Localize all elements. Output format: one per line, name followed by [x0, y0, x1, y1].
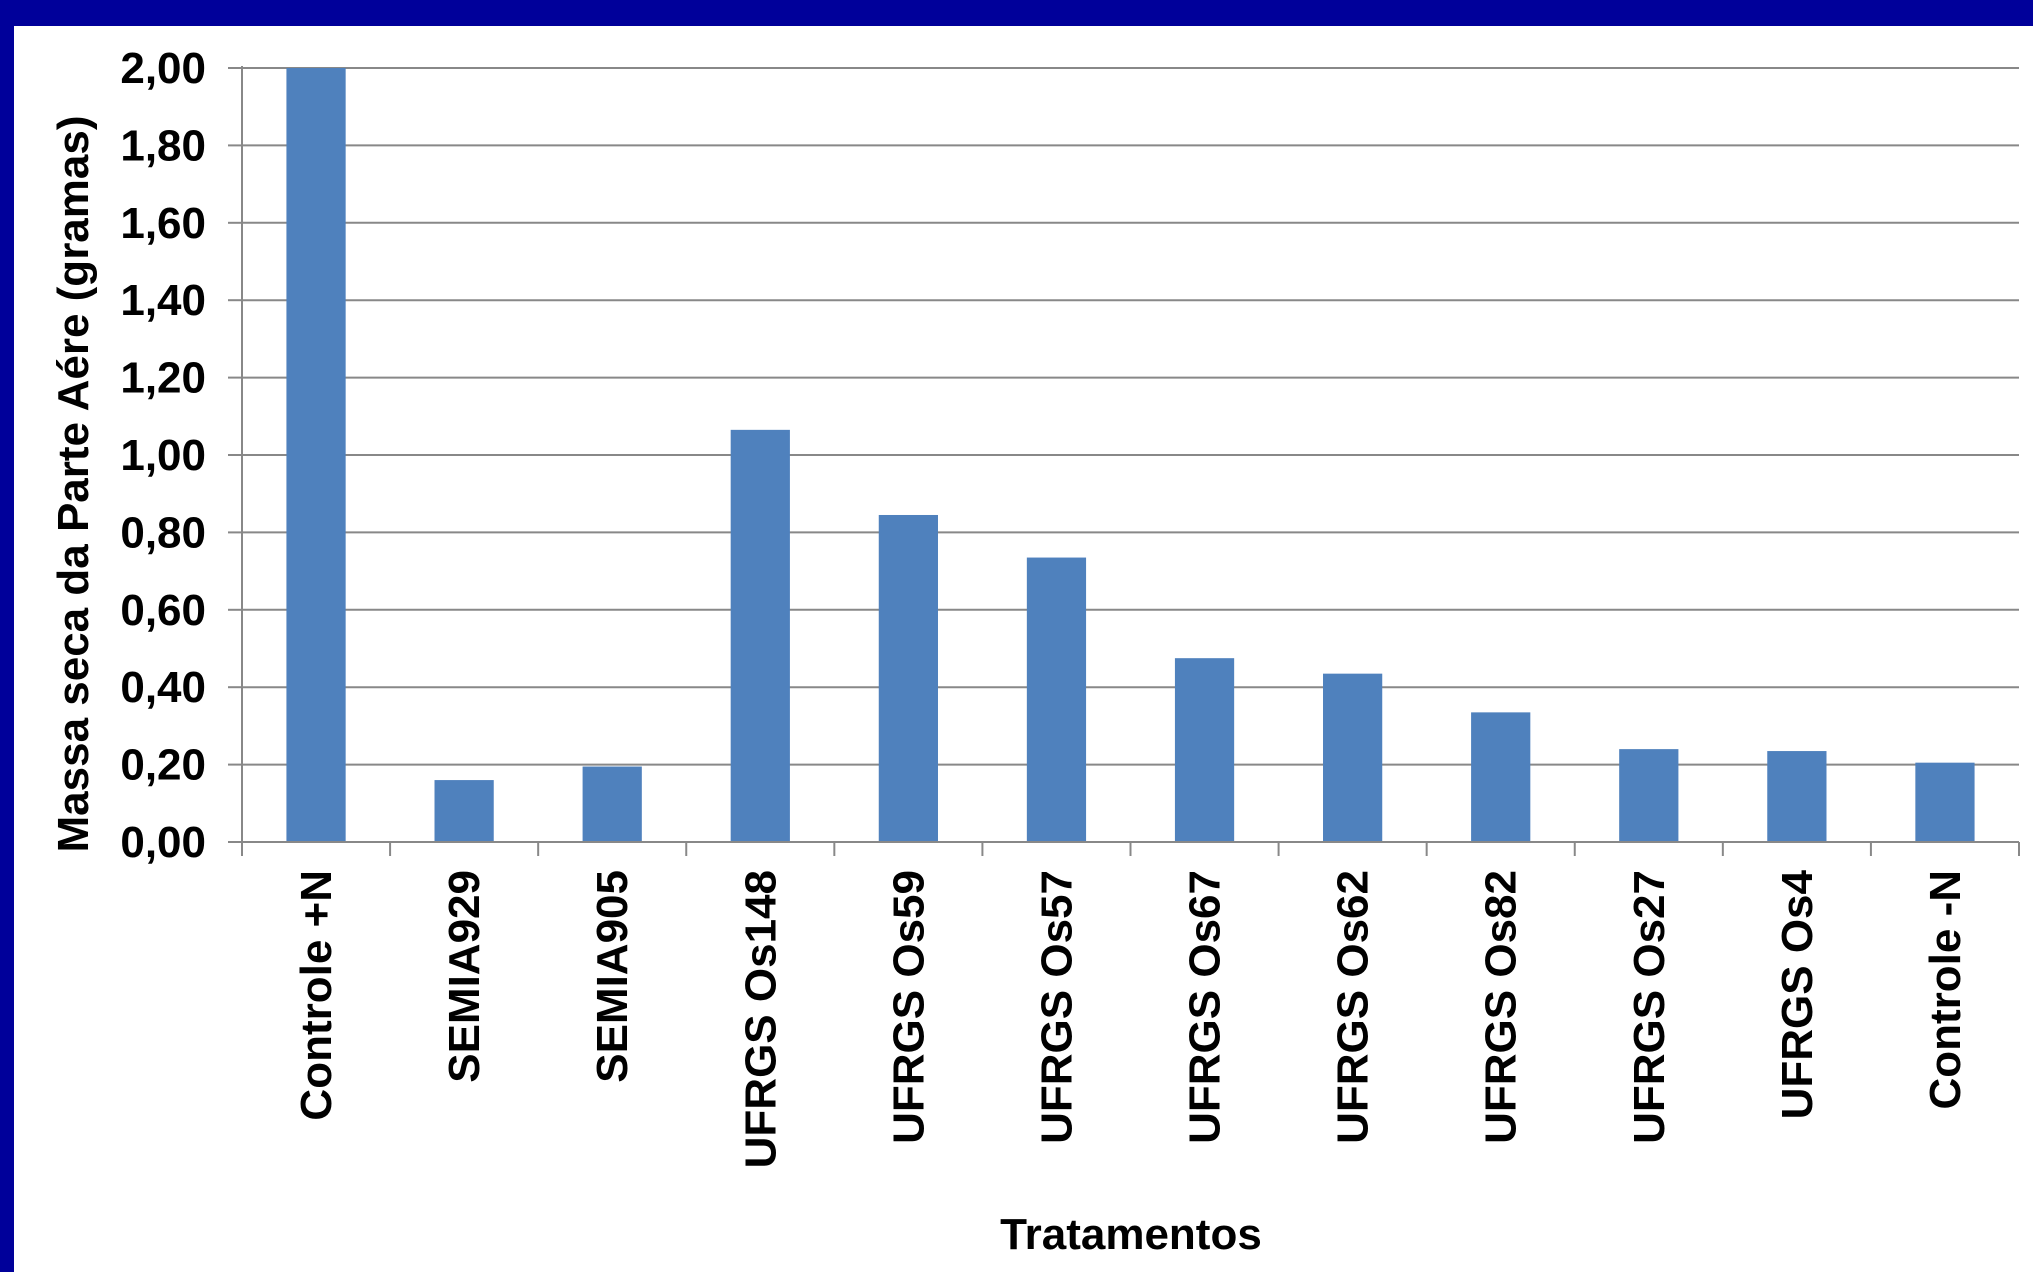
bar: [1323, 673, 1383, 842]
y-axis-title: Massa seca da Parte Aére (gramas): [49, 116, 98, 853]
y-tick-label: 1,80: [120, 121, 206, 170]
x-tick-label: UFRGS Os82: [1477, 870, 1526, 1144]
bars: [286, 68, 1975, 842]
y-tick-label: 1,00: [120, 431, 206, 480]
bar: [1174, 658, 1235, 842]
y-tick-label: 1,60: [120, 199, 206, 248]
x-tick-label: UFRGS Os57: [1032, 870, 1081, 1144]
x-tick-label: UFRGS Os67: [1181, 870, 1230, 1144]
bar: [286, 68, 346, 842]
bar: [1471, 712, 1531, 842]
gridlines: [242, 67, 2019, 766]
bar: [878, 514, 938, 842]
x-tick-label: UFRGS Os59: [884, 870, 933, 1144]
bar: [1915, 762, 1975, 842]
bar: [1619, 749, 1679, 842]
x-tick-label: UFRGS Os4: [1773, 869, 1822, 1119]
y-tick-label: 0,20: [120, 741, 206, 790]
y-tick-label: 0,60: [120, 586, 206, 635]
y-tick-label: 1,20: [120, 354, 206, 403]
y-tick-label: 0,00: [120, 818, 206, 867]
y-tick-labels: 0,00 0,20 0,40 0,60 0,80 1,00 1,20 1,40 1,60 1,80…: [120, 44, 206, 867]
y-tick-label: 2,00: [120, 44, 206, 93]
x-tick-label: Controle +N: [292, 870, 341, 1121]
bar: [1767, 751, 1827, 842]
x-tick-label: Controle -N: [1921, 870, 1970, 1110]
x-tick-label: SEMIA929: [440, 870, 489, 1083]
bar: [1026, 557, 1087, 842]
x-tick-label: UFRGS Os148: [736, 870, 785, 1168]
x-axis-title: Tratamentos: [1000, 1210, 1262, 1259]
y-tick-label: 0,40: [120, 663, 206, 712]
y-tick-label: 0,80: [120, 508, 206, 557]
bar: [582, 766, 642, 842]
x-tick-label: UFRGS Os62: [1329, 870, 1378, 1144]
x-tick-label: SEMIA905: [588, 870, 637, 1083]
axes: [228, 66, 2020, 856]
bar: [730, 429, 790, 842]
y-tick-label: 1,40: [120, 276, 206, 325]
bar: [434, 780, 494, 842]
chart-frame: [14, 26, 2033, 1272]
x-tick-labels: Controle +N SEMIA929 SEMIA905 UFRGS Os148 UF…: [292, 869, 1970, 1168]
x-tick-label: UFRGS Os27: [1625, 870, 1674, 1144]
